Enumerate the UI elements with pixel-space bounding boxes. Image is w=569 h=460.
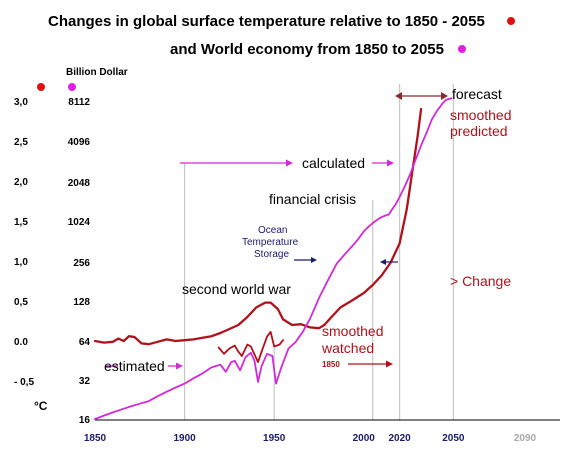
- watched-arrow-head: [386, 360, 393, 368]
- temperature-axis-dot-icon: [37, 83, 45, 91]
- second-world-war-label: second world war: [182, 281, 291, 297]
- calculated-arrow-right-head: [387, 159, 394, 167]
- series-economy: [94, 97, 453, 420]
- vertical-grid: [183, 84, 454, 420]
- change-label: > Change: [450, 273, 511, 289]
- calculated-label: calculated: [302, 155, 365, 171]
- x-tick-label: 1900: [173, 433, 196, 444]
- ocean-label-3: Storage: [254, 249, 289, 260]
- economy-axis-dot-icon: [68, 83, 76, 91]
- estimated-label: estimated: [104, 358, 165, 374]
- economy-tick-label: 1024: [68, 217, 91, 228]
- x-tick-label: 1850: [84, 433, 107, 444]
- temp-tick-label: - 0,5: [14, 377, 34, 388]
- forecast-arrow-right-head: [441, 92, 448, 100]
- temperature-unit-label: °C: [34, 399, 48, 413]
- title-red-dot-icon: [507, 17, 515, 25]
- annotations: forecast smoothed predicted calculated f…: [104, 86, 511, 374]
- economy-tick-label: 128: [73, 297, 90, 308]
- title-magenta-dot-icon: [458, 45, 466, 53]
- calculated-arrow-left-head: [286, 159, 293, 167]
- economy-unit-label: Billion Dollar: [66, 67, 128, 78]
- year-1850-label: 1850: [322, 360, 340, 369]
- x-tick-label: 1950: [263, 433, 286, 444]
- chart-title-line2: and World economy from 1850 to 2055: [170, 41, 444, 58]
- ocean-arrow-head: [311, 257, 317, 263]
- y-tick-labels: 3,0 2,5 2,0 1,5 1,0 0,5 0.0 - 0,5 8112 4096 2048 10…: [14, 97, 90, 426]
- smoothed-watched-label-2: watched: [321, 340, 374, 356]
- ocean-label-2: Temperature: [242, 237, 299, 248]
- temp-tick-label: 0,5: [14, 297, 28, 308]
- x-tick-label: 2090: [514, 433, 537, 444]
- economy-tick-label: 64: [79, 337, 91, 348]
- forecast-label: forecast: [452, 86, 502, 102]
- x-tick-labels: 1850 1900 1950 2000 2020 2050 2090: [84, 433, 537, 444]
- temp-tick-label: 1,5: [14, 217, 28, 228]
- series-early_temperature_bumps: [217, 330, 285, 364]
- temp-tick-label: 0.0: [14, 337, 28, 348]
- ocean-label-1: Ocean: [258, 225, 287, 236]
- estimated-arrow-right-head: [176, 362, 183, 370]
- series-lines: [93, 97, 453, 420]
- economy-tick-label: 2048: [68, 178, 91, 189]
- x-tick-label: 2000: [353, 433, 376, 444]
- economy-tick-label: 32: [79, 376, 91, 387]
- temp-tick-label: 2,0: [14, 177, 28, 188]
- chart-title-line1: Changes in global surface temperature re…: [48, 13, 485, 30]
- ocean-arrow-head-right: [380, 259, 386, 265]
- economy-tick-label: 4096: [68, 137, 91, 148]
- forecast-arrow-left-head: [395, 92, 402, 100]
- smoothed-predicted-label-2: predicted: [450, 123, 508, 139]
- financial-crisis-label: financial crisis: [269, 191, 356, 207]
- economy-tick-label: 256: [73, 258, 90, 269]
- temp-tick-label: 3,0: [14, 97, 28, 108]
- economy-tick-label: 8112: [68, 97, 90, 108]
- economy-tick-label: 16: [79, 415, 91, 426]
- smoothed-watched-label-1: smoothed: [322, 323, 383, 339]
- smoothed-predicted-label-1: smoothed: [450, 107, 511, 123]
- temp-tick-label: 2,5: [14, 137, 28, 148]
- temp-tick-label: 1,0: [14, 257, 28, 268]
- x-tick-label: 2050: [442, 433, 465, 444]
- x-tick-label: 2020: [388, 433, 411, 444]
- series-temperature: [93, 107, 423, 346]
